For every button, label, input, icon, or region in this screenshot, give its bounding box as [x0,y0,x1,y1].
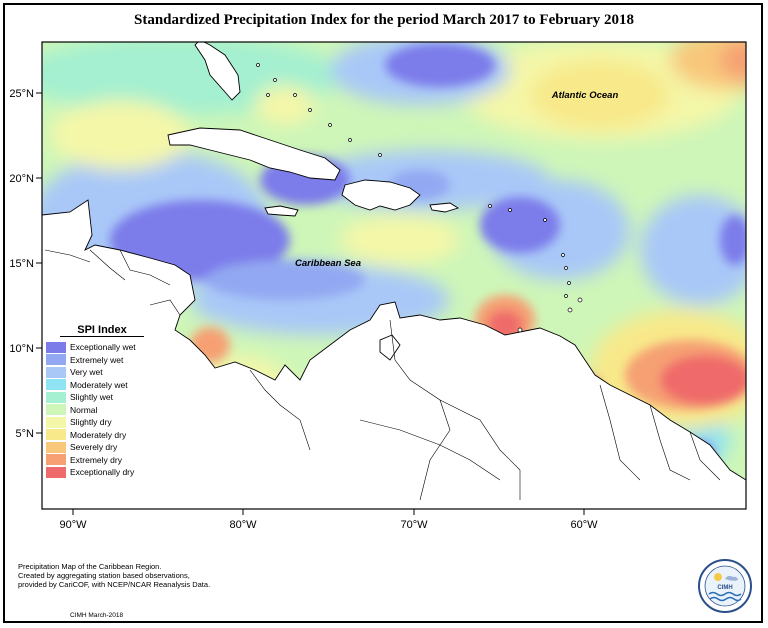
cloud-icon [725,575,738,581]
legend-label: Extremely dry [70,454,122,465]
legend-label: Moderately wet [70,379,128,390]
credit-text: CIMH March-2018 [70,612,124,619]
lon-tick-60: 60°W [570,519,598,531]
legend-swatch [46,429,66,441]
legend-item: Slightly dry [46,416,171,429]
legend-swatch [46,354,66,366]
lat-tick-10: 10°N [9,343,34,355]
legend-item: Exceptionally wet [46,341,171,354]
legend-item: Moderately wet [46,379,171,392]
legend-label: Slightly wet [70,392,113,403]
lon-tick-labels: 90°W 80°W 70°W 60°W [59,519,598,531]
legend-label: Very wet [70,367,103,378]
legend-item: Extremely dry [46,454,171,467]
legend-swatch [46,391,66,403]
legend-item: Extremely wet [46,354,171,367]
outer-frame [3,3,763,623]
legend-swatch [46,404,66,416]
legend-item: Severely dry [46,441,171,454]
legend-swatch [46,466,66,478]
legend-item: Slightly wet [46,391,171,404]
legend-item: Normal [46,404,171,417]
legend-item: Moderately dry [46,429,171,442]
lat-tick-25: 25°N [9,88,34,100]
cimh-logo: CIMH [698,559,752,613]
legend-item: Very wet [46,366,171,379]
lat-tick-20: 20°N [9,173,34,185]
legend-label: Exceptionally dry [70,467,135,478]
map-title: Standardized Precipitation Index for the… [134,12,634,28]
sun-icon [714,573,722,581]
label-atlantic-ocean: Atlantic Ocean [551,90,619,101]
lon-tick-90: 90°W [59,519,87,531]
footer-line-2: Created by aggregating station based obs… [18,571,190,580]
lon-tick-80: 80°W [229,519,257,531]
legend-swatch [46,454,66,466]
label-caribbean-sea: Caribbean Sea [295,258,361,269]
legend-label: Exceptionally wet [70,342,136,353]
legend-label: Moderately dry [70,429,127,440]
footer-line-1: Precipitation Map of the Caribbean Regio… [18,562,162,571]
lat-tick-5: 5°N [16,428,35,440]
land-outlines [42,42,746,509]
logo-text: CIMH [717,585,732,591]
legend-swatch [46,416,66,428]
legend-label: Extremely wet [70,354,124,365]
lon-tick-70: 70°W [400,519,428,531]
spi-legend: SPI Index Exceptionally wet Extremely wet… [46,324,171,479]
spi-field [42,42,746,509]
legend-swatch [46,366,66,378]
legend-label: Slightly dry [70,417,112,428]
map-frame [41,41,747,510]
axis-ticks [36,92,585,515]
legend-swatch [46,379,66,391]
legend-label: Normal [70,404,98,415]
footer-description: Precipitation Map of the Caribbean Regio… [18,562,210,589]
legend-swatch [46,441,66,453]
footer-line-3: provided by CariCOF, with NCEP/NCAR Rean… [18,580,211,589]
lat-tick-15: 15°N [9,258,34,270]
borders [44,249,721,501]
legend-title: SPI Index [60,324,144,337]
legend-label: Severely dry [70,442,118,453]
lat-tick-labels: 25°N 20°N 15°N 10°N 5°N [9,88,34,440]
legend-swatch [46,341,66,353]
legend-item: Exceptionally dry [46,466,171,479]
islands [256,63,583,333]
